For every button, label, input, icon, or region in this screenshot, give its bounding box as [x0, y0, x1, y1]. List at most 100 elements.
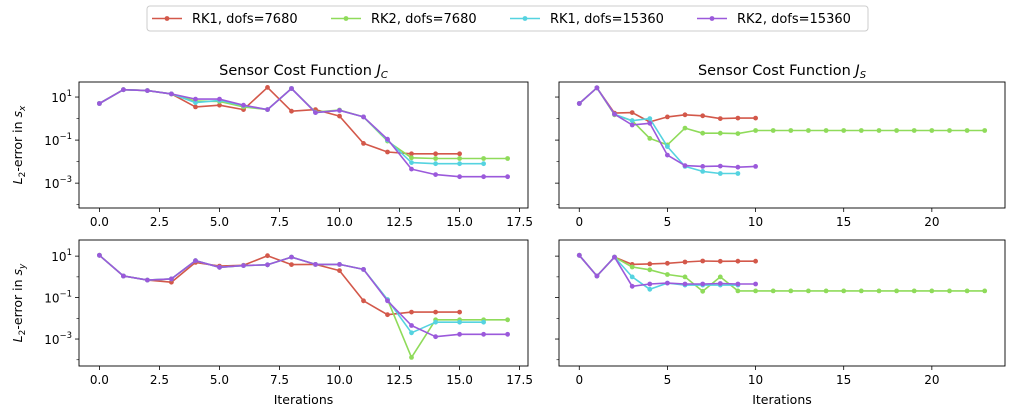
- y-axis-label-text: -error in: [10, 276, 25, 330]
- data-point: [361, 267, 366, 272]
- legend-label: RK2, dofs=15360: [737, 12, 851, 27]
- data-point: [700, 130, 706, 136]
- x-tick-label: 5.0: [210, 373, 229, 387]
- chart-title-text: Sensor Cost Function: [219, 63, 376, 79]
- data-point: [409, 323, 414, 328]
- data-point: [682, 163, 688, 169]
- data-point: [735, 258, 741, 264]
- data-point: [823, 288, 829, 294]
- data-point: [241, 102, 246, 108]
- data-point: [647, 120, 653, 126]
- data-point: [385, 298, 390, 304]
- series-rk1-dofs-15360: [576, 85, 741, 176]
- data-point: [647, 281, 653, 287]
- data-point: [385, 149, 390, 155]
- data-point: [169, 279, 174, 285]
- data-point: [700, 281, 706, 287]
- data-point: [647, 267, 653, 273]
- data-point: [433, 319, 438, 325]
- y-axis-label-var: s: [10, 269, 25, 276]
- data-point: [265, 262, 270, 268]
- data-point: [594, 85, 600, 91]
- series-rk2-dofs-15360: [97, 252, 510, 340]
- data-point: [594, 273, 600, 279]
- x-tick-label: 10.0: [326, 373, 353, 387]
- data-point: [457, 174, 462, 180]
- y-tick-exponent: −1: [59, 290, 72, 300]
- data-point: [481, 156, 486, 161]
- data-point: [361, 141, 366, 146]
- data-point: [665, 280, 670, 286]
- y-axis-label-var-sub: y: [18, 263, 28, 270]
- data-point: [433, 309, 438, 315]
- data-point: [700, 113, 706, 119]
- data-point: [770, 128, 776, 133]
- y-tick-label: 10−3: [44, 331, 72, 347]
- y-tick-base: 10: [51, 250, 66, 264]
- data-point: [717, 130, 723, 136]
- series-line: [578, 87, 738, 175]
- data-point: [409, 166, 414, 172]
- data-point: [409, 330, 414, 336]
- y-tick-base: 10: [51, 91, 66, 105]
- x-tick-label: 17.5: [506, 373, 533, 387]
- data-point: [433, 151, 438, 157]
- data-point: [665, 144, 670, 150]
- data-point: [735, 171, 741, 176]
- data-point: [409, 151, 414, 157]
- series-rk1-dofs-7680: [576, 85, 758, 125]
- data-point: [735, 281, 741, 287]
- data-point: [665, 272, 670, 277]
- data-point: [289, 86, 294, 91]
- legend: RK1, dofs=7680 RK2, dofs=7680 RK1, dofs=…: [146, 5, 869, 32]
- data-point: [145, 277, 150, 283]
- legend-entry: RK1, dofs=7680: [152, 12, 298, 27]
- data-point: [858, 288, 864, 294]
- data-point: [682, 274, 688, 280]
- data-point: [841, 128, 847, 133]
- data-point: [629, 274, 635, 280]
- data-point: [612, 111, 617, 117]
- chart-title-math: J: [374, 63, 381, 79]
- data-point: [788, 288, 794, 294]
- series-rk2-dofs-7680: [97, 86, 510, 161]
- data-point: [457, 309, 462, 315]
- data-point: [964, 288, 970, 294]
- y-tick-exponent: 1: [67, 248, 72, 258]
- data-point: [806, 288, 811, 294]
- x-tick-label: 15.0: [446, 373, 473, 387]
- panels: 0.0 2.5 5.0 7.5 10.0 12.5 15.0 17.510110−110−3S…: [10, 63, 1006, 407]
- data-point: [753, 258, 758, 264]
- data-point: [876, 288, 882, 294]
- y-tick-base: 10: [44, 134, 59, 148]
- data-point: [193, 100, 198, 105]
- data-point: [433, 161, 438, 167]
- legend-marker-rk1-7680: [164, 16, 170, 21]
- x-tick-label: 10: [748, 215, 763, 229]
- x-tick-label: 10.0: [326, 215, 353, 229]
- data-point: [241, 263, 246, 268]
- series-line: [578, 87, 985, 146]
- series-rk2-dofs-7680: [576, 252, 988, 294]
- data-point: [193, 104, 198, 110]
- y-tick-exponent: −3: [59, 331, 72, 341]
- series-rk1-dofs-7680: [97, 252, 462, 318]
- y-tick-base: 10: [44, 177, 59, 191]
- data-point: [313, 110, 318, 115]
- data-point: [265, 253, 270, 259]
- y-tick-base: 10: [44, 333, 59, 347]
- data-point: [735, 115, 741, 121]
- data-point: [481, 331, 486, 337]
- x-axis-label: Iterations: [752, 392, 812, 407]
- x-tick-label: 7.5: [270, 215, 289, 229]
- data-point: [457, 331, 462, 337]
- chart-panel-bottom-right: 0 5 10 15 20 Iterations: [555, 239, 1006, 407]
- data-point: [217, 96, 222, 102]
- x-tick-label: 0.0: [90, 373, 109, 387]
- y-axis-label-var: s: [10, 111, 25, 118]
- data-point: [735, 164, 741, 170]
- data-point: [481, 161, 486, 167]
- data-point: [121, 273, 126, 279]
- axes-frame: [558, 239, 1006, 367]
- y-tick-label: 10−1: [44, 290, 72, 306]
